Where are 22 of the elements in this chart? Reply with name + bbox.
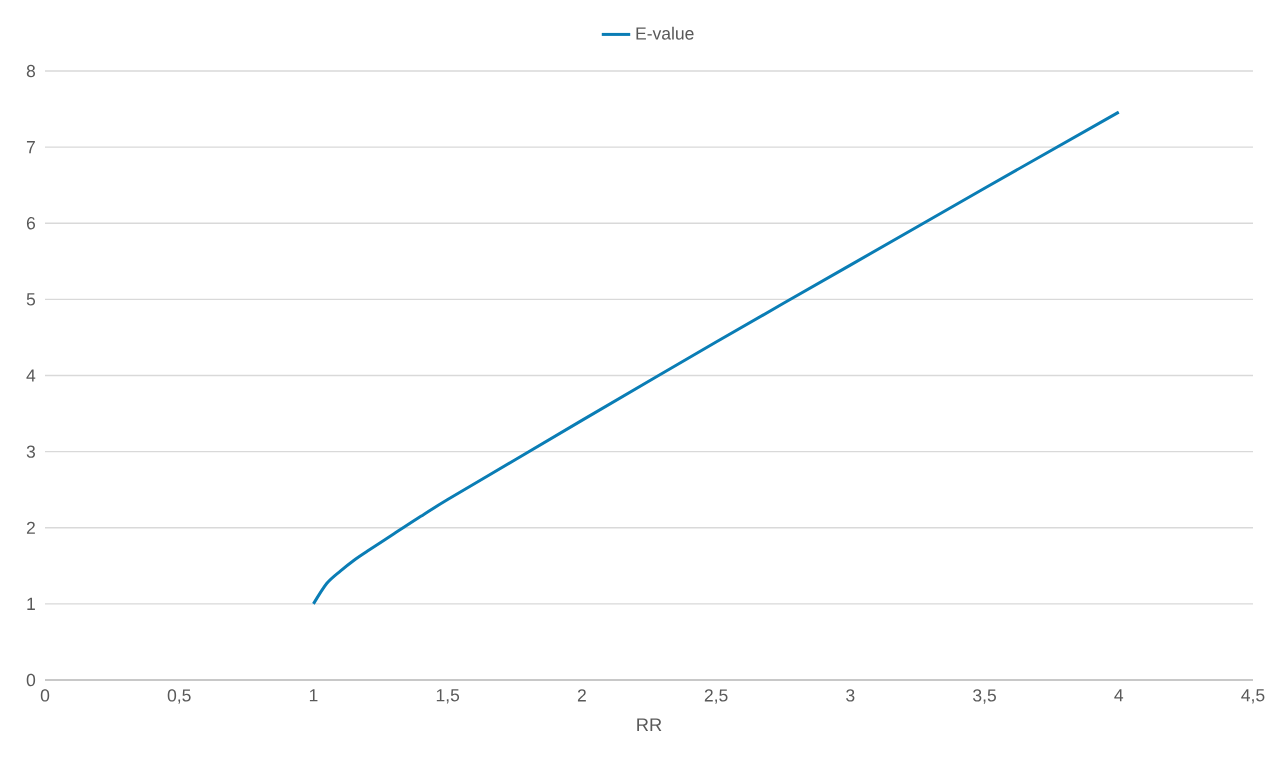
y-tick-label: 7 bbox=[26, 141, 35, 154]
y-tick-label: 4 bbox=[26, 369, 36, 382]
y-tick-label: 5 bbox=[26, 293, 36, 306]
y-tick-label: 1 bbox=[27, 597, 35, 610]
y-tick-label: 3 bbox=[26, 445, 36, 458]
legend-label: E-value bbox=[636, 26, 694, 40]
x-tick-label: 0,5 bbox=[167, 689, 191, 704]
y-tick-label: 2 bbox=[26, 521, 35, 534]
x-tick-label: 2 bbox=[577, 689, 586, 702]
x-tick-label: 2,5 bbox=[704, 689, 728, 704]
y-tick-label: 8 bbox=[26, 64, 36, 78]
y-tick-label: 0 bbox=[26, 673, 36, 687]
x-tick-label: 3,5 bbox=[973, 689, 996, 704]
x-axis-title: RR bbox=[637, 718, 662, 732]
y-tick-label: 6 bbox=[26, 217, 36, 230]
x-tick-label: 0 bbox=[40, 689, 50, 702]
x-tick-label: 1,5 bbox=[436, 689, 460, 704]
x-tick-label: 4 bbox=[1114, 689, 1124, 702]
x-tick-label: 4,5 bbox=[1241, 689, 1265, 704]
line-series bbox=[311, 110, 1121, 606]
x-tick-label: 3 bbox=[846, 689, 855, 702]
x-tick-label: 1 bbox=[309, 689, 318, 702]
